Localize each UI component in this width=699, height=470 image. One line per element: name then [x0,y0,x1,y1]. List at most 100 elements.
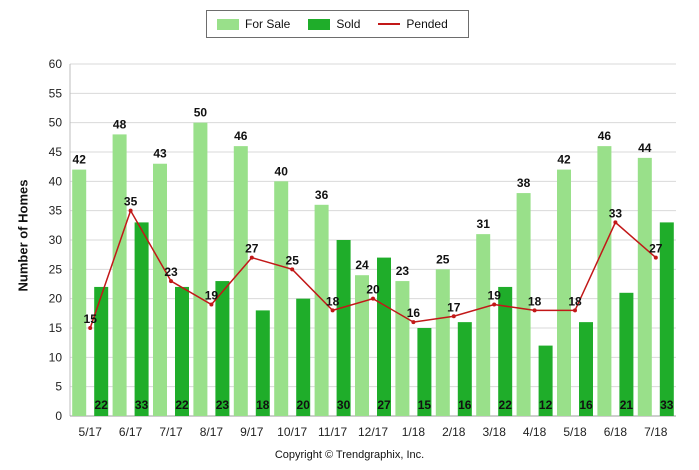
x-tick-label: 5/18 [563,425,587,439]
y-tick-label: 60 [49,57,63,71]
pended-point [653,255,658,260]
pended-point [169,279,173,284]
pended-point [492,302,497,307]
x-tick-label: 9/17 [240,425,264,439]
pended-line [88,208,658,330]
y-tick-label: 30 [49,233,63,247]
label-for-sale: 48 [113,117,127,131]
label-sold: 22 [95,398,109,412]
label-sold: 20 [297,398,311,412]
x-tick-label: 8/17 [200,425,224,439]
pended-point [330,308,335,313]
bar-for-sale [395,281,410,416]
x-axis-ticks: 5/17 6/17 7/17 8/17 9/17 10/17 11/17 12/17 1/18 2… [79,425,668,439]
y-axis-ticks: 0 5 10 15 20 25 30 35 40 45 50 55 60 [49,57,63,423]
bar-sold [134,222,149,416]
legend-item-pended: Pended [378,17,448,31]
label-for-sale: 31 [477,217,491,231]
bar-sold [619,292,634,416]
x-tick-label: 1/18 [402,425,426,439]
bars [72,122,674,417]
label-for-sale: 44 [638,141,652,155]
y-tick-label: 50 [49,116,63,130]
label-sold: 12 [539,398,553,412]
bar-for-sale [557,169,571,416]
data-labels: 42 22 48 33 43 22 50 23 46 18 40 20 36 30 24 27 23 15 25 16… [73,106,674,412]
legend-label-pended: Pended [406,17,448,31]
label-pended: 18 [326,294,340,308]
bar-for-sale [314,204,329,416]
label-pended: 16 [407,306,421,320]
bar-sold [336,240,351,416]
label-for-sale: 43 [153,147,167,161]
label-sold: 23 [216,398,230,412]
bar-for-sale [233,146,248,416]
label-for-sale: 42 [557,153,571,167]
label-sold: 33 [660,398,674,412]
bar-for-sale [476,234,491,416]
label-sold: 15 [418,398,432,412]
label-sold: 21 [620,398,634,412]
pended-point [128,208,133,213]
bar-sold [296,298,311,416]
label-sold: 33 [135,398,149,412]
y-tick-label: 35 [49,204,63,218]
y-tick-label: 10 [49,350,63,364]
label-for-sale: 46 [598,129,612,143]
label-sold: 18 [256,398,270,412]
bar-for-sale [435,269,450,416]
label-sold: 16 [458,398,472,412]
pended-point [451,314,456,319]
pended-point [573,308,577,313]
y-tick-label: 55 [49,86,63,100]
pended-point [209,302,214,307]
x-tick-label: 3/18 [483,425,507,439]
label-for-sale: 42 [73,153,87,167]
label-pended: 18 [568,294,582,308]
label-pended: 15 [84,312,98,326]
bar-sold [498,286,513,416]
pended-point [290,267,295,272]
bar-sold [215,281,230,416]
legend-item-sold: Sold [308,17,360,31]
label-pended: 20 [366,283,380,297]
x-tick-label: 12/17 [358,425,388,439]
bar-for-sale [72,169,87,416]
label-sold: 22 [175,398,189,412]
bar-sold [417,328,432,416]
label-sold: 22 [499,398,513,412]
copyright-text: Copyright © Trendgraphix, Inc. [274,449,425,461]
bar-for-sale [516,193,531,416]
y-tick-label: 45 [49,145,63,159]
bar-sold [377,257,391,416]
y-tick-label: 0 [55,409,62,423]
bar-for-sale [637,157,652,416]
label-pended: 19 [205,289,219,303]
label-for-sale: 40 [275,164,289,178]
label-pended: 19 [488,289,502,303]
label-pended: 33 [609,206,623,220]
y-tick-label: 40 [49,174,63,188]
bar-for-sale [112,134,127,416]
label-for-sale: 24 [355,258,369,272]
x-tick-label: 5/17 [79,425,103,439]
legend-label-sold: Sold [336,17,361,31]
x-tick-label: 4/18 [523,425,547,439]
label-pended: 27 [649,242,663,256]
x-tick-label: 10/17 [277,425,307,439]
bar-for-sale [153,163,167,416]
bar-sold [457,322,472,416]
bar-for-sale [597,146,612,416]
x-tick-label: 11/17 [318,425,347,439]
pended-point [88,326,93,330]
pended-point [411,320,416,325]
bar-sold [538,345,553,416]
x-tick-label: 7/17 [159,425,183,439]
pended-point [371,296,375,301]
x-tick-label: 6/18 [604,425,628,439]
label-sold: 27 [377,398,391,412]
label-sold: 30 [337,398,351,412]
label-for-sale: 25 [436,252,450,266]
bar-sold [175,286,189,416]
